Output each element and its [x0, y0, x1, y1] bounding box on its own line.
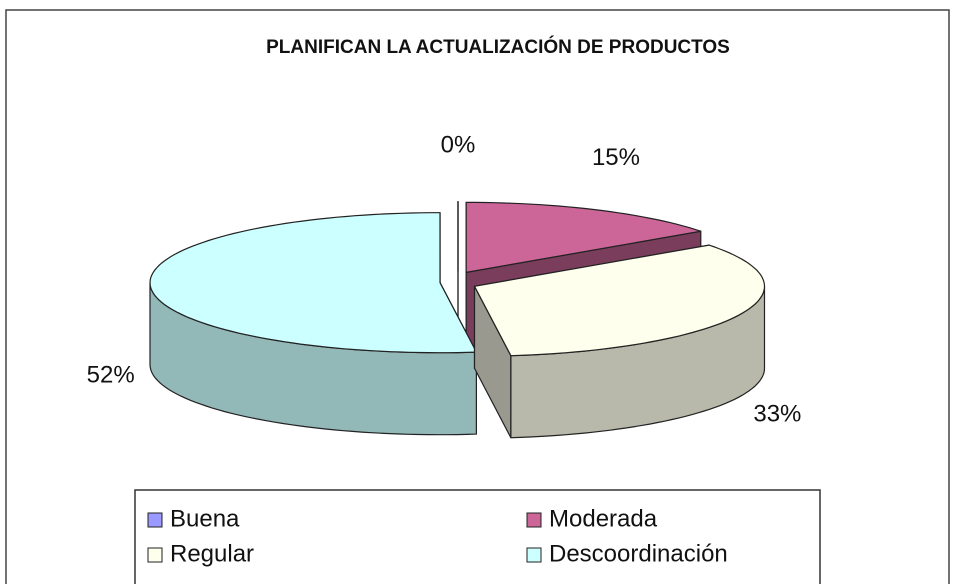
- slice-top: [465, 201, 701, 274]
- legend-box: [134, 489, 821, 584]
- legend-swatch: [526, 547, 542, 563]
- legend-label: Buena: [170, 505, 240, 532]
- legend-label: Descoordinación: [549, 540, 728, 567]
- data-label: 15%: [592, 144, 640, 171]
- legend-swatch: [526, 512, 542, 528]
- legend-swatch: [147, 512, 163, 528]
- data-label: 0%: [441, 132, 476, 159]
- data-label: 33%: [753, 400, 801, 427]
- legend-label: Regular: [170, 540, 254, 567]
- slice-top: [473, 244, 766, 357]
- slice-top: [149, 212, 478, 354]
- chart-title: PLANIFICAN LA ACTUALIZACIÓN DE PRODUCTOS: [266, 36, 730, 58]
- legend-label: Moderada: [549, 505, 658, 532]
- data-label: 52%: [87, 362, 135, 389]
- legend-swatch: [147, 547, 163, 563]
